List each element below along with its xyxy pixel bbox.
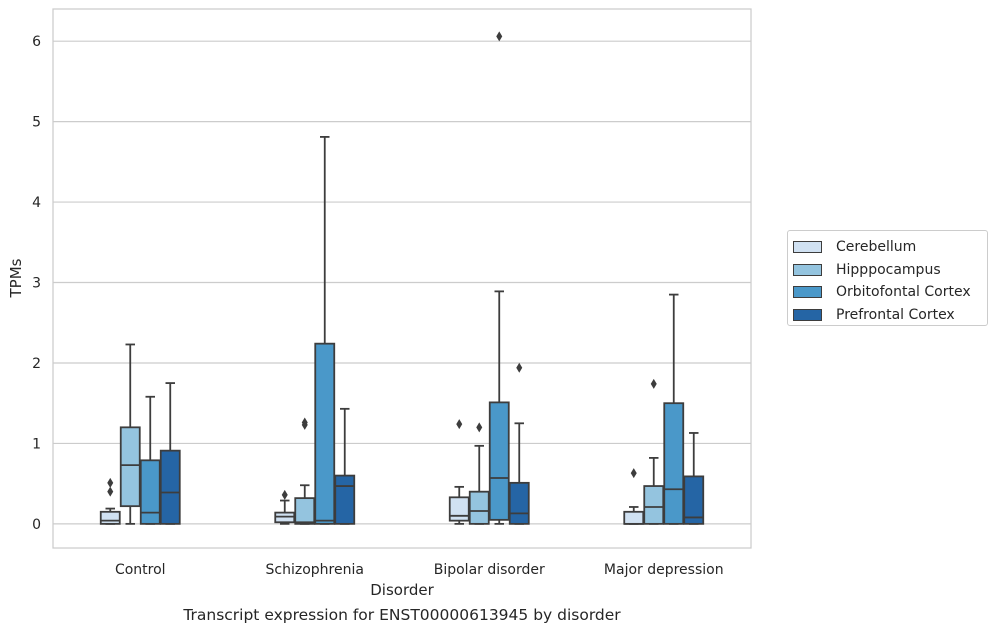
box (448, 419, 470, 525)
y-tick-label: 6 (32, 34, 41, 50)
legend-item: Cerebellum (793, 236, 987, 259)
legend-label: Orbitofontal Cortex (836, 284, 971, 301)
box (508, 362, 530, 525)
box-iqr (314, 342, 336, 525)
y-axis-label: TPMs (7, 258, 25, 298)
box (683, 432, 705, 525)
outlier-marker (516, 362, 523, 373)
outlier-marker (281, 489, 288, 500)
legend-swatch (793, 308, 822, 321)
box (159, 382, 181, 525)
outlier-marker (630, 468, 637, 479)
box-iqr (294, 497, 316, 525)
box (334, 407, 356, 525)
box-iqr (99, 510, 121, 525)
legend-swatch (793, 286, 822, 299)
x-axis-ticks: Control Schizophrenia Bipolar disorder Majo… (115, 562, 724, 578)
outlier-marker (107, 486, 114, 497)
box (663, 293, 685, 525)
box (488, 31, 510, 525)
x-axis-label: Disorder (370, 581, 434, 599)
y-tick-label: 3 (32, 276, 41, 292)
legend: Cerebellum Hipppocampus Orbitofontal Corte… (787, 230, 988, 326)
y-tick-label: 5 (32, 115, 41, 131)
chart-caption: Transcript expression for ENST0000061394… (183, 606, 621, 624)
box (274, 489, 296, 525)
plot-frame (52, 8, 752, 549)
box-iqr (643, 485, 665, 525)
x-tick-label: Bipolar disorder (434, 562, 545, 578)
box (643, 378, 665, 525)
box-iqr (488, 401, 510, 521)
legend-item: Hipppocampus (793, 259, 987, 282)
legend-label: Cerebellum (836, 239, 917, 256)
legend-swatch (793, 241, 822, 254)
y-tick-label: 1 (32, 436, 41, 452)
outlier-marker (650, 378, 657, 389)
box (468, 422, 490, 525)
box (294, 417, 316, 525)
y-tick-label: 0 (32, 517, 41, 533)
legend-swatch (793, 263, 822, 276)
box (623, 468, 645, 525)
box-iqr (508, 481, 530, 525)
box-iqr (159, 449, 181, 525)
y-tick-label: 2 (32, 356, 41, 372)
box-iqr (663, 402, 685, 525)
legend-item: Orbitofontal Cortex (793, 281, 987, 304)
outlier-marker (476, 422, 483, 433)
x-tick-label: Schizophrenia (266, 562, 364, 578)
legend-label: Hipppocampus (836, 261, 941, 278)
box-iqr (683, 475, 705, 525)
y-axis-ticks: 0 1 2 3 4 5 6 (32, 34, 41, 533)
box (314, 136, 336, 525)
legend-label: Prefrontal Cortex (836, 306, 955, 323)
box (139, 395, 161, 525)
legend-item: Prefrontal Cortex (793, 304, 987, 327)
y-tick-label: 4 (32, 195, 41, 211)
box-iqr (334, 474, 356, 525)
box-iqr (623, 510, 645, 525)
x-tick-label: Major depression (604, 562, 724, 578)
box (119, 343, 141, 525)
grid-lines (53, 40, 751, 525)
box (99, 477, 121, 525)
box-iqr (448, 496, 470, 522)
outlier-marker (456, 419, 463, 430)
box-iqr (468, 490, 490, 525)
outlier-marker (107, 477, 114, 488)
outlier-marker (301, 417, 308, 428)
box-iqr (119, 426, 141, 508)
box-iqr (139, 459, 161, 525)
outlier-marker (496, 31, 503, 42)
x-tick-label: Control (115, 562, 166, 578)
box-plots (99, 31, 705, 525)
